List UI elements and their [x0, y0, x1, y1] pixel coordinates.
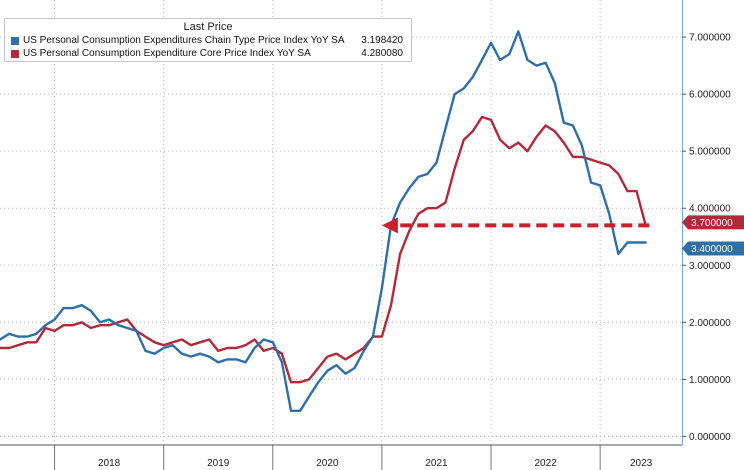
y-tick-label: 4.000000: [689, 204, 731, 215]
x-tick-label: 2021: [425, 458, 448, 469]
annotation-arrowhead: [381, 217, 398, 234]
legend-entry-core-pce: US Personal Consumption Expenditure Core…: [11, 48, 403, 60]
legend-swatch-headline-pce: [11, 37, 19, 45]
last-value-tag-label: 3.700000: [691, 218, 733, 229]
last-value-tag-label: 3.400000: [691, 244, 733, 255]
y-tick-label: 2.000000: [689, 318, 731, 329]
x-tick-label: 2019: [207, 458, 230, 469]
legend-label-core-pce: US Personal Consumption Expenditure Core…: [23, 48, 311, 59]
y-tick-label: 3.000000: [689, 261, 731, 272]
legend-swatch-core-pce: [11, 50, 19, 58]
x-tick-label: 2020: [316, 458, 339, 469]
x-tick-label: 2018: [98, 458, 121, 469]
x-tick-label: 2023: [630, 458, 653, 469]
legend-title: Last Price: [183, 21, 233, 33]
last-value-tag-core-pce: 3.700000: [682, 215, 744, 230]
x-tick-label: 2022: [534, 458, 557, 469]
legend-entry-headline-pce: US Personal Consumption Expenditures Cha…: [11, 35, 403, 47]
last-value-tag-bg: [682, 241, 744, 256]
y-tick-label: 0.000000: [689, 432, 731, 443]
last-value-tag-bg: [682, 215, 744, 230]
chart-legend: Last Price US Personal Consumption Expen…: [4, 18, 412, 62]
y-tick-label: 7.000000: [689, 33, 731, 44]
y-tick-label: 1.000000: [689, 375, 731, 386]
y-tick-label: 6.000000: [689, 90, 731, 101]
legend-value-core-pce: 4.280080: [361, 48, 403, 59]
series-line-headline-pce: [0, 30, 647, 412]
last-value-tag-headline-pce: 3.400000: [682, 241, 744, 256]
y-tick-label: 5.000000: [689, 147, 731, 158]
legend-label-headline-pce: US Personal Consumption Expenditures Cha…: [23, 35, 345, 46]
legend-value-headline-pce: 3.198420: [361, 35, 403, 46]
series-line-core-pce: [0, 115, 647, 384]
